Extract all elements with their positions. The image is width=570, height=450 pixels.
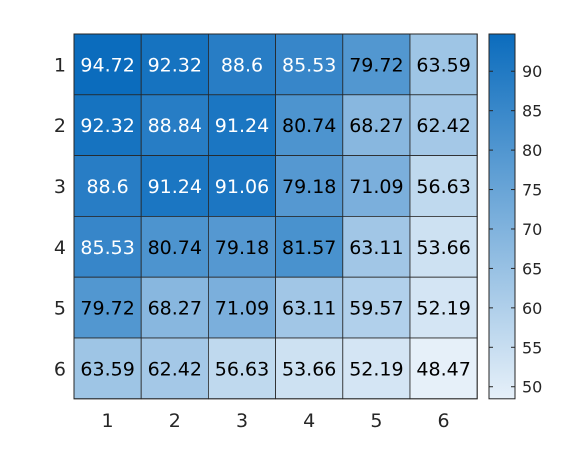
- heatmap-cell: [140, 94, 209, 157]
- cell-value-label: 56.63: [416, 176, 470, 198]
- heatmap-cell: [342, 33, 411, 96]
- x-tick-label: 6: [438, 410, 450, 432]
- cell-value-label: 79.72: [80, 298, 134, 320]
- heatmap-cell: [275, 276, 344, 339]
- cell-value-label: 80.74: [282, 115, 336, 137]
- colorbar-tick-label: 55: [522, 338, 542, 357]
- heatmap-cell: [275, 94, 344, 157]
- colorbar-tick-label: 60: [522, 299, 542, 318]
- heatmap-cell: [73, 33, 142, 96]
- cell-value-label: 85.53: [282, 54, 336, 76]
- heatmap-cell: [409, 94, 478, 157]
- y-tick-label: 3: [54, 176, 66, 198]
- cell-value-label: 80.74: [148, 237, 202, 259]
- cell-value-label: 91.24: [215, 115, 269, 137]
- cell-value-label: 94.72: [80, 54, 134, 76]
- plot-frame: [73, 33, 478, 400]
- cell-value-label: 79.72: [349, 54, 403, 76]
- heatmap-cell: [275, 215, 344, 278]
- heatmap-cell: [342, 276, 411, 339]
- colorbar-tick-label: 70: [522, 220, 542, 239]
- cell-value-label: 62.42: [416, 115, 470, 137]
- heatmap-cell: [275, 155, 344, 217]
- cell-value-label: 63.59: [416, 54, 470, 76]
- y-axis-tick-labels: 1 2 3 4 5 6: [54, 54, 66, 380]
- heatmap-cell: [73, 155, 142, 217]
- cell-value-label: 48.47: [416, 358, 470, 380]
- heatmap-cell: [342, 337, 411, 400]
- heatmap-cell: [342, 215, 411, 278]
- heatmap-cell: [409, 33, 478, 96]
- cell-value-label: 56.63: [215, 358, 269, 380]
- cell-value-label: 79.18: [282, 176, 336, 198]
- cell-value-label: 52.19: [349, 358, 403, 380]
- heatmap-cell: [73, 337, 142, 400]
- cell-value-label: 52.19: [416, 298, 470, 320]
- cell-value-label: 91.06: [215, 176, 269, 198]
- x-tick-label: 1: [102, 410, 114, 432]
- cell-value-label: 63.59: [80, 358, 134, 380]
- heatmap-cell: [73, 276, 142, 339]
- heatmap-cell: [140, 215, 209, 278]
- colorbar-tick-label: 90: [522, 62, 542, 81]
- colorbar-tick-label: 80: [522, 141, 542, 160]
- heatmap-cells: [73, 33, 478, 400]
- cell-value-label: 92.32: [148, 54, 202, 76]
- x-tick-label: 3: [236, 410, 248, 432]
- colorbar-tick-label: 75: [522, 181, 542, 200]
- y-tick-label: 4: [54, 237, 66, 259]
- colorbar-tick-group: 50 55 60 65 70 75 80 85 90: [489, 62, 542, 397]
- cell-value-label: 68.27: [148, 298, 202, 320]
- cell-value-label: 53.66: [416, 237, 470, 259]
- x-axis-tick-labels: 1 2 3 4 5 6: [102, 410, 450, 432]
- colorbar-tick-label: 65: [522, 259, 542, 278]
- cell-value-label: 88.6: [86, 176, 128, 198]
- heatmap-cell: [207, 276, 276, 339]
- y-tick-label: 2: [54, 115, 66, 137]
- y-tick-label: 1: [54, 54, 66, 76]
- cell-value-label: 92.32: [80, 115, 134, 137]
- cell-value-label: 62.42: [148, 358, 202, 380]
- cell-value-labels: 94.72 92.32 88.6 85.53 79.72 63.59 92.32 88.84 9…: [80, 54, 470, 380]
- cell-value-label: 68.27: [349, 115, 403, 137]
- cell-value-label: 63.11: [349, 237, 403, 259]
- cell-value-label: 53.66: [282, 358, 336, 380]
- heatmap-cell: [207, 215, 276, 278]
- cell-value-label: 81.57: [282, 237, 336, 259]
- heatmap-cell: [409, 337, 478, 400]
- heatmap-cell: [140, 33, 209, 96]
- heatmap-cell: [73, 215, 142, 278]
- cell-value-label: 85.53: [80, 237, 134, 259]
- colorbar: [488, 33, 516, 400]
- x-tick-label: 4: [303, 410, 315, 432]
- cell-value-label: 59.57: [349, 298, 403, 320]
- cell-value-label: 79.18: [215, 237, 269, 259]
- cell-value-label: 88.6: [221, 54, 263, 76]
- y-tick-label: 5: [54, 298, 66, 320]
- x-tick-label: 5: [370, 410, 382, 432]
- colorbar-tick-label: 85: [522, 102, 542, 121]
- heatmap-cell: [275, 33, 344, 96]
- heatmap-cell: [342, 155, 411, 217]
- colorbar-tick-label: 50: [522, 378, 542, 397]
- cell-value-label: 71.09: [215, 298, 269, 320]
- x-tick-label: 2: [169, 410, 181, 432]
- cell-value-label: 88.84: [148, 115, 202, 137]
- cell-value-label: 91.24: [148, 176, 202, 198]
- y-tick-label: 6: [54, 358, 66, 380]
- heatmap-cell: [140, 155, 209, 217]
- heatmap-cell: [409, 155, 478, 217]
- cell-value-label: 63.11: [282, 298, 336, 320]
- cell-value-label: 71.09: [349, 176, 403, 198]
